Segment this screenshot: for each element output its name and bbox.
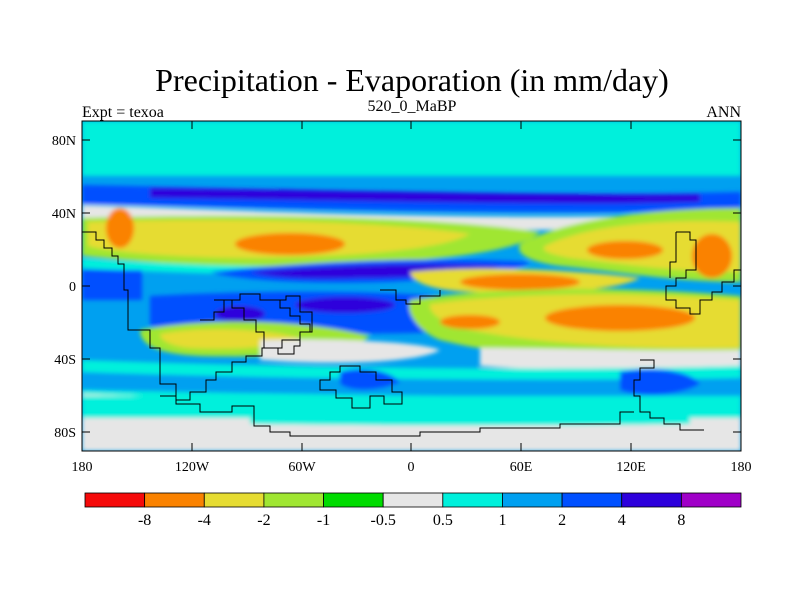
x-tick-labels: 180 120W 60W 0 60E 120E 180: [72, 460, 752, 475]
subtitle: 520_0_MaBP: [368, 98, 457, 115]
colorbar-label: 0.5: [433, 512, 453, 529]
y-tick-0: 0: [69, 280, 76, 295]
colorbar-label: -1: [317, 512, 330, 529]
colorbar-swatch: [203, 492, 265, 508]
season-label: ANN: [706, 104, 741, 121]
precip-evap-field: [82, 121, 741, 451]
tick-marks: [81, 121, 742, 451]
colorbar-label: 4: [618, 512, 626, 529]
colorbar: -8 -4 -2 -1 -0.5 0.5 1 2 4 8: [84, 492, 742, 529]
colorbar-swatch: [84, 492, 146, 508]
colorbar-swatch: [144, 492, 205, 508]
x-tick-120w: 120W: [175, 460, 210, 475]
x-tick-60e: 60E: [510, 460, 533, 475]
colorbar-swatch: [382, 492, 444, 508]
y-tick-80s: 80S: [54, 426, 76, 441]
y-tick-80n: 80N: [52, 134, 76, 149]
x-tick-0: 0: [408, 460, 415, 475]
colorbar-label: -2: [257, 512, 270, 529]
y-tick-40s: 40S: [54, 353, 76, 368]
colorbar-swatch: [323, 492, 384, 508]
chart-title: Precipitation - Evaporation (in mm/day): [155, 62, 669, 98]
y-tick-40n: 40N: [52, 207, 76, 222]
colorbar-label: -4: [198, 512, 211, 529]
colorbar-label: -0.5: [371, 512, 396, 529]
colorbar-swatch: [263, 492, 324, 508]
colorbar-swatch: [561, 492, 623, 508]
colorbar-label: 1: [498, 512, 506, 529]
colorbar-swatch: [442, 492, 503, 508]
colorbar-label: 8: [677, 512, 685, 529]
x-tick-180e: 180: [731, 460, 752, 475]
experiment-label: Expt = texoa: [82, 104, 164, 121]
y-tick-labels: 80N 40N 0 40S 80S: [52, 134, 76, 441]
colorbar-swatch: [680, 492, 742, 508]
colorbar-swatch: [502, 492, 563, 508]
x-tick-180w: 180: [72, 460, 93, 475]
colorbar-label: -8: [138, 512, 151, 529]
colorbar-label: 2: [558, 512, 566, 529]
x-tick-60w: 60W: [288, 460, 316, 475]
x-tick-120e: 120E: [616, 460, 646, 475]
colorbar-swatch: [621, 492, 682, 508]
coastlines: [82, 231, 741, 437]
